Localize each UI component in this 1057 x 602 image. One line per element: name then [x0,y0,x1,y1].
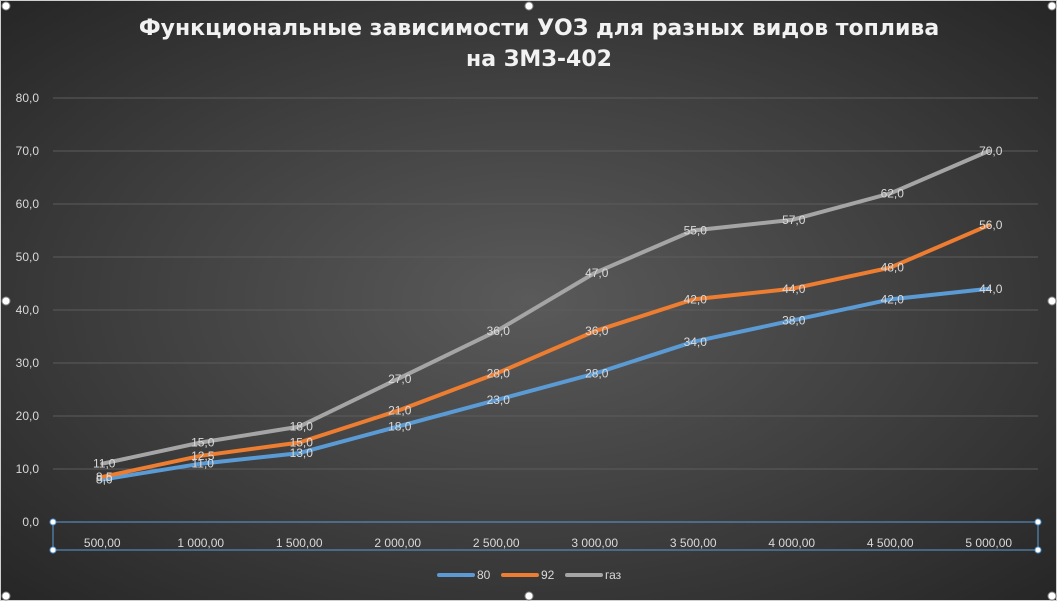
axis-handle [49,518,57,526]
data-label: 28,0 [585,367,609,381]
chart-title-line-2: на ЗМЗ-402 [466,47,612,72]
data-label: 44,0 [979,282,1003,296]
chart-resize-handle [1047,591,1057,601]
x-tick-label: 1 000,00 [177,536,224,550]
axis-handle [1034,546,1042,554]
data-label: 18,0 [290,420,314,434]
data-label: 21,0 [388,404,412,418]
x-axis-frame [52,521,1039,551]
data-label: 15,0 [191,436,215,450]
data-label: 57,0 [782,213,806,227]
y-tick-label: 30,0 [16,356,40,370]
chart-resize-handle [1,1,11,11]
x-tick-label: 2 500,00 [473,536,520,550]
data-label: 36,0 [487,324,511,338]
data-label: 28,0 [487,367,511,381]
x-tick-label: 1 500,00 [276,536,323,550]
data-label: 11,0 [192,457,215,471]
data-label: 56,0 [979,218,1003,232]
y-tick-label: 10,0 [16,462,40,476]
x-tick-label: 2 000,00 [374,536,421,550]
y-tick-label: 0,0 [22,515,39,529]
x-tick-label: 3 500,00 [670,536,717,550]
data-label: 15,0 [290,436,314,450]
data-label: 8,5 [96,470,113,484]
data-label: 13,0 [290,446,314,460]
x-tick-label: 4 500,00 [867,536,914,550]
data-label: 47,0 [585,266,609,280]
chart-resize-handle [1,591,11,601]
chart-title: Функциональные зависимости УОЗ для разны… [1,13,1057,75]
x-tick-label: 4 000,00 [768,536,815,550]
legend-label: 80 [477,568,491,582]
data-label: 23,0 [487,393,511,407]
data-label: 12,5 [191,449,215,463]
series-line-газ [100,149,991,466]
chart-title-line-1: Функциональные зависимости УОЗ для разны… [138,16,940,41]
y-tick-label: 70,0 [16,144,40,158]
chart-resize-handle [1047,296,1057,306]
data-label: 8,0 [96,473,113,487]
chart-resize-handle [1047,1,1057,11]
legend-label: газ [605,568,622,582]
y-tick-label: 40,0 [16,303,40,317]
series-line-80 [100,286,991,482]
data-label: 18,0 [388,420,412,434]
y-tick-label: 80,0 [16,91,40,105]
data-label: 36,0 [585,324,609,338]
data-label: 42,0 [684,292,708,306]
data-label: 42,0 [881,292,905,306]
chart-resize-handle [1,296,11,306]
data-label: 44,0 [782,282,806,296]
x-tick-label: 5 000,00 [965,536,1012,550]
x-tick-label: 500,00 [84,536,121,550]
data-label: 27,0 [388,372,412,386]
data-label: 55,0 [684,224,708,238]
x-tick-label: 3 000,00 [571,536,618,550]
y-tick-label: 20,0 [16,409,40,423]
chart-resize-handle [524,1,534,11]
axis-handle [1034,518,1042,526]
axis-handle [49,546,57,554]
data-label: 38,0 [782,314,806,328]
series-line-92 [100,223,991,479]
y-tick-label: 60,0 [16,197,40,211]
data-label: 62,0 [881,186,905,200]
data-label: 48,0 [881,261,905,275]
chart-resize-handle [524,591,534,601]
data-label: 34,0 [684,335,708,349]
y-tick-label: 50,0 [16,250,40,264]
legend-label: 92 [541,568,555,582]
data-label: 70,0 [979,144,1003,158]
data-label: 11,0 [93,457,116,471]
